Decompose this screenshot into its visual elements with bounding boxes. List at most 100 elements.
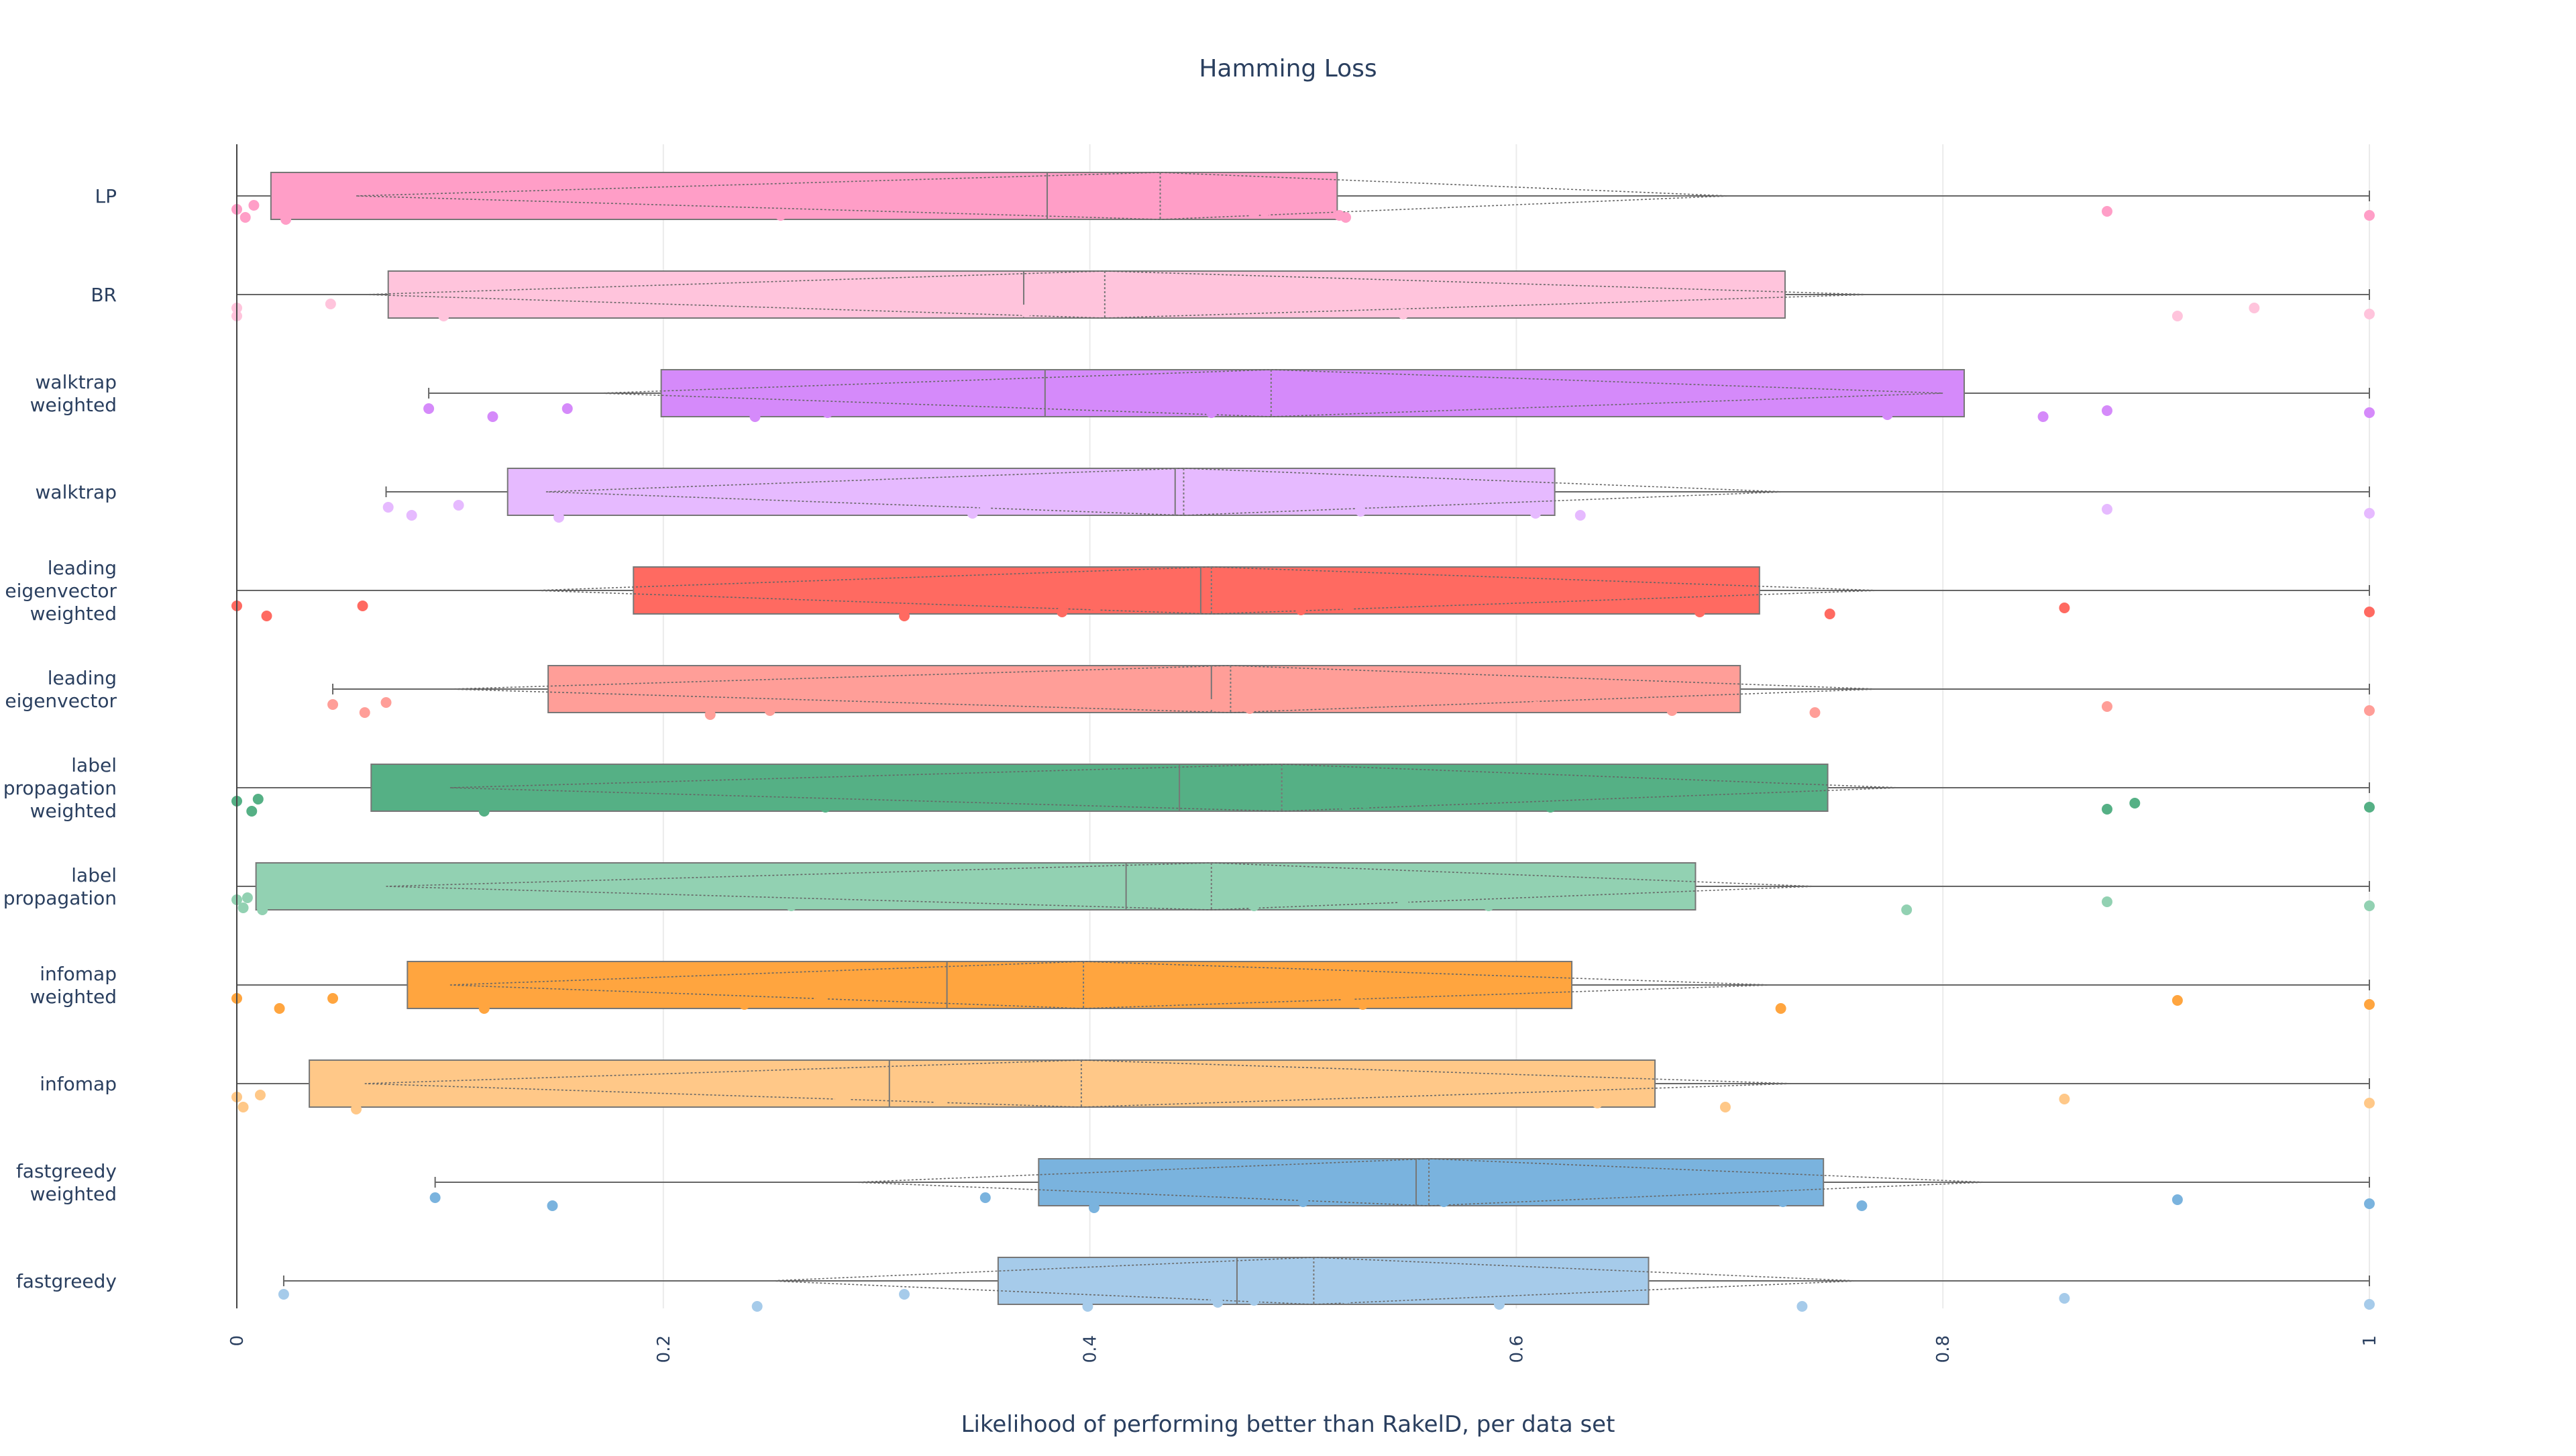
data-point <box>1248 1295 1260 1306</box>
data-point <box>1161 896 1173 907</box>
data-point <box>1438 1196 1450 1207</box>
data-point <box>280 214 292 225</box>
data-point <box>786 900 797 911</box>
y-category-label: label <box>71 864 117 886</box>
x-tick-label: 0.6 <box>1507 1335 1527 1363</box>
data-point <box>1574 510 1586 521</box>
data-point <box>1775 1003 1786 1014</box>
data-point <box>1666 705 1678 716</box>
data-point <box>246 806 258 817</box>
y-category-label: walktrap <box>36 371 117 393</box>
data-point <box>2101 405 2112 416</box>
mean-sd-diamond <box>449 665 1879 713</box>
mean-sd-diamond <box>386 862 1815 911</box>
data-point <box>525 307 537 317</box>
y-category-label: weighted <box>30 986 117 1008</box>
data-point <box>2364 309 2375 319</box>
data-point <box>1340 800 1352 811</box>
data-point <box>1295 605 1307 615</box>
box-iqr <box>547 665 1741 713</box>
x-axis-label: Likelihood of performing better than Rak… <box>961 1411 1615 1438</box>
data-point <box>239 212 251 223</box>
data-point <box>357 601 368 611</box>
data-point <box>2364 705 2375 716</box>
data-point <box>2364 1299 2375 1310</box>
data-point <box>438 311 449 321</box>
data-point <box>1063 204 1074 215</box>
data-point <box>764 705 775 716</box>
data-point <box>487 411 498 422</box>
box-series <box>231 961 2375 1014</box>
data-point <box>1809 707 1821 718</box>
data-point <box>2101 896 2112 907</box>
box-iqr <box>309 1059 1656 1108</box>
data-point <box>1493 1299 1505 1310</box>
data-point <box>1530 508 1542 519</box>
data-point <box>1205 798 1217 809</box>
data-point <box>1359 798 1371 809</box>
data-point <box>351 1104 362 1114</box>
data-point <box>2129 798 2141 809</box>
data-point <box>327 699 339 710</box>
y-category-label: leading <box>48 557 117 579</box>
mean-sd-diamond <box>769 1257 1858 1305</box>
y-category-label: weighted <box>30 1183 117 1205</box>
data-point <box>979 502 991 513</box>
mean-sd-diamond <box>364 1059 1794 1108</box>
data-point <box>1242 303 1253 313</box>
axes: 0 0.2 0.4 0.6 0.8 1LPBRwalktrapweightedwalktr… <box>3 144 2380 1363</box>
box-plots <box>231 172 2375 1312</box>
data-point <box>327 993 339 1004</box>
box-iqr <box>1038 1158 1825 1206</box>
data-point <box>478 1003 490 1014</box>
data-point <box>2059 603 2070 613</box>
data-point <box>453 500 464 511</box>
data-point <box>839 1096 851 1106</box>
data-point <box>1244 703 1256 714</box>
chart-title: Hamming Loss <box>1199 55 1377 83</box>
data-point <box>382 502 394 513</box>
data-point <box>1340 1293 1352 1304</box>
data-point <box>261 611 272 621</box>
data-point <box>2059 1293 2070 1304</box>
data-point <box>406 510 417 521</box>
data-point <box>423 403 435 414</box>
y-category-label: fastgreedy <box>16 1160 117 1182</box>
data-point <box>257 904 268 915</box>
y-category-label: propagation <box>3 887 117 909</box>
data-point <box>1856 1200 1868 1211</box>
data-point <box>1248 900 1260 911</box>
data-point <box>1796 1301 1808 1312</box>
data-point <box>751 1301 763 1312</box>
gridlines <box>662 144 2370 1308</box>
box-series <box>231 764 2375 817</box>
box-iqr <box>997 1257 1650 1305</box>
data-point <box>1259 206 1271 217</box>
data-point <box>2364 508 2375 519</box>
data-point <box>2171 311 2183 321</box>
data-point <box>1397 898 1409 909</box>
data-point <box>429 1192 441 1203</box>
data-point <box>1545 802 1556 813</box>
x-tick-label: 0.2 <box>654 1335 674 1363</box>
data-point <box>1091 601 1102 611</box>
y-category-label: propagation <box>3 777 117 799</box>
box-series <box>231 270 2375 321</box>
data-point <box>252 794 264 804</box>
data-point <box>2364 407 2375 418</box>
data-point <box>278 1289 289 1300</box>
mean-sd-diamond <box>449 961 1772 1009</box>
data-point <box>2037 411 2049 422</box>
data-point <box>1355 506 1366 517</box>
data-point <box>1479 504 1490 515</box>
x-tick-label: 1 <box>2360 1335 2380 1347</box>
mean-sd-diamond <box>855 1158 1986 1206</box>
data-point <box>979 1192 991 1203</box>
box-series <box>327 665 2375 720</box>
y-category-label: eigenvector <box>5 690 117 712</box>
data-point <box>2364 607 2375 617</box>
data-point <box>237 902 249 913</box>
data-point <box>2364 802 2375 813</box>
y-category-label: LP <box>95 185 117 207</box>
